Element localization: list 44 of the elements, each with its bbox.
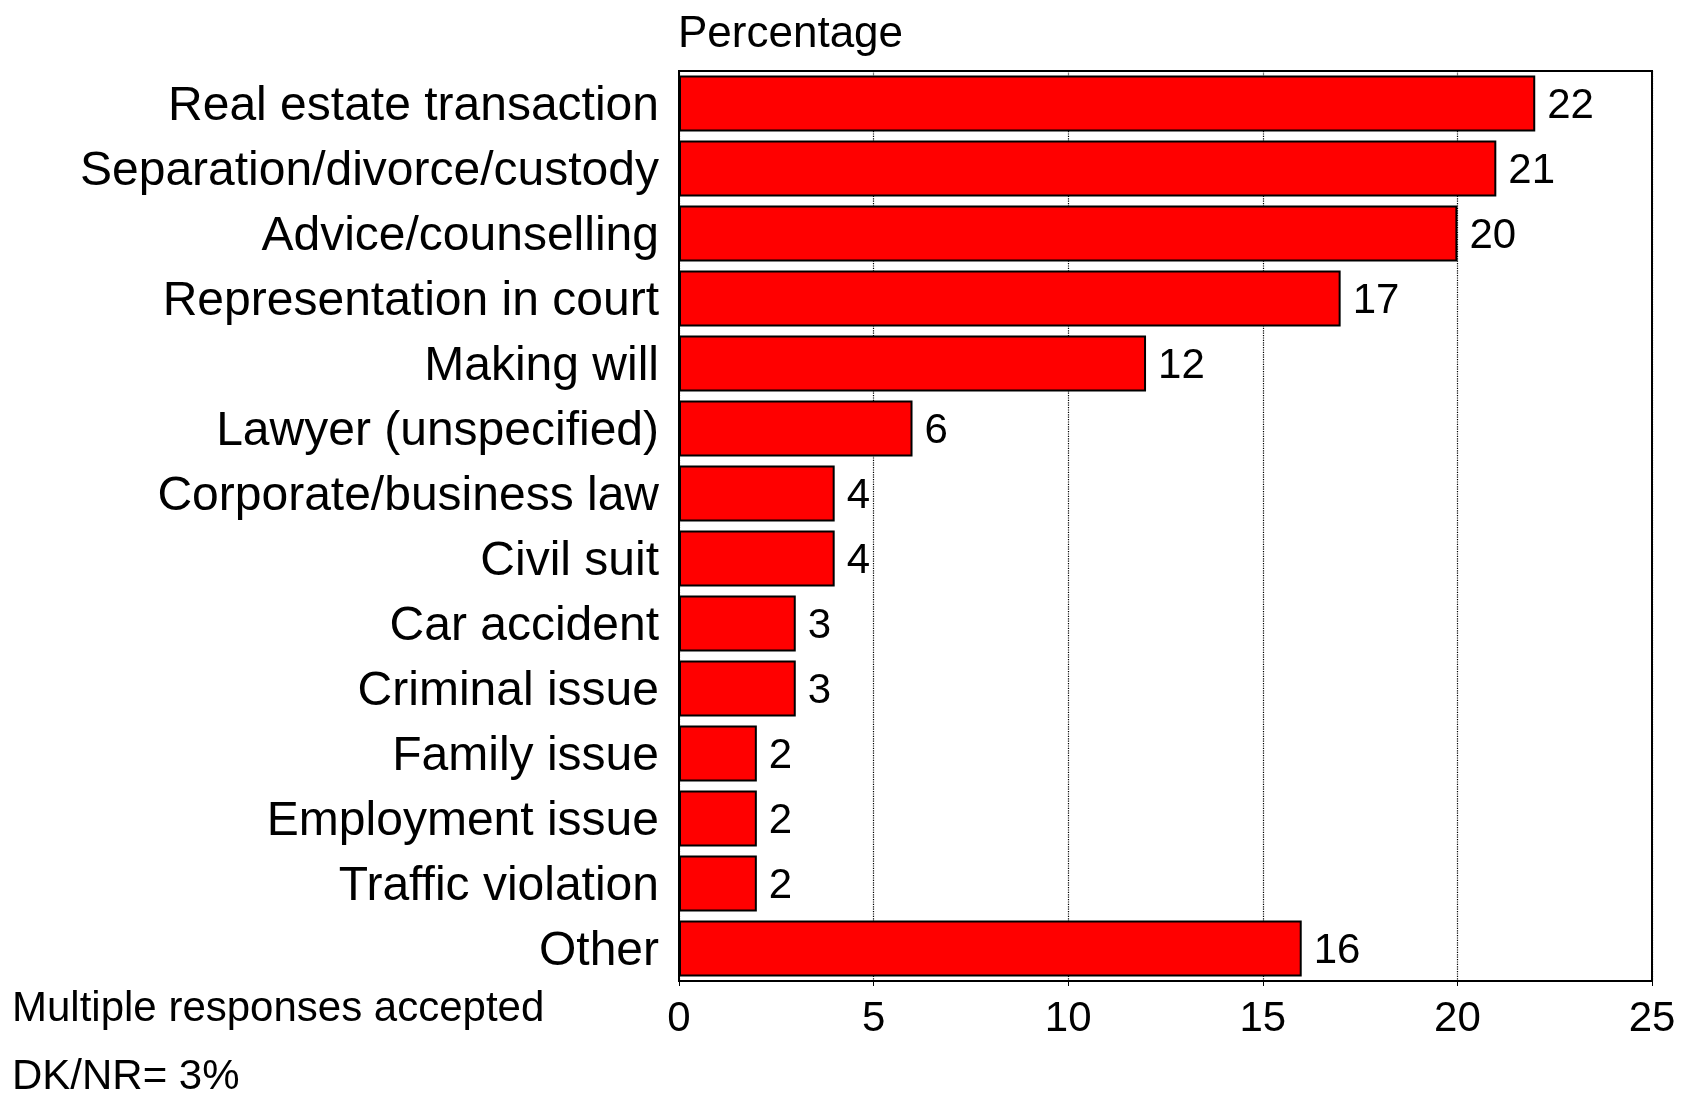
bar (679, 725, 757, 782)
y-tick-label: Representation in court (162, 272, 659, 325)
bar (679, 595, 796, 652)
y-tick-label: Making will (424, 337, 659, 390)
data-label: 16 (1313, 925, 1361, 972)
data-label: 6 (924, 405, 948, 452)
y-tick-label: Separation/divorce/custody (80, 142, 659, 195)
y-tick-label: Employment issue (266, 792, 659, 845)
y-tick-label: Criminal issue (357, 662, 659, 715)
data-label: 21 (1508, 145, 1556, 192)
data-label: 22 (1547, 80, 1594, 127)
x-tick-label: 20 (1434, 992, 1481, 1040)
y-tick-label: Real estate transaction (168, 77, 659, 130)
bar (679, 790, 757, 847)
y-tick-label: Family issue (392, 727, 659, 780)
data-label: 2 (768, 795, 793, 842)
y-tick-label: Advice/counselling (261, 207, 659, 260)
data-label: 12 (1158, 340, 1205, 387)
x-tick-label: 0 (667, 992, 691, 1040)
data-label: 3 (807, 665, 832, 712)
x-tick-label: 10 (1044, 992, 1092, 1040)
data-label: 2 (768, 730, 793, 777)
bar (679, 855, 757, 912)
y-tick-label: Traffic violation (338, 857, 659, 910)
y-tick-label: Car accident (389, 597, 659, 650)
bar (679, 660, 796, 717)
data-label: 4 (846, 470, 871, 517)
data-label: 17 (1352, 275, 1400, 322)
x-tick-label: 5 (861, 992, 886, 1040)
text: Multiple responses accepted (12, 982, 545, 1030)
data-label: 2 (768, 860, 793, 907)
data-label: 4 (846, 535, 871, 582)
y-tick-label: Corporate/business law (157, 467, 660, 520)
text: DK/NR= 3% (12, 1050, 240, 1093)
data-label: 20 (1469, 210, 1517, 257)
x-tick-label: 15 (1239, 992, 1287, 1040)
chart-title: Percentage (678, 6, 904, 56)
y-tick-label: Lawyer (unspecified) (216, 402, 659, 455)
data-label: 3 (807, 600, 832, 647)
bar (679, 530, 835, 587)
bar (679, 465, 835, 522)
x-tick-label: 25 (1628, 992, 1676, 1040)
y-tick-label: Civil suit (480, 532, 659, 585)
y-tick-label: Other (538, 922, 660, 975)
